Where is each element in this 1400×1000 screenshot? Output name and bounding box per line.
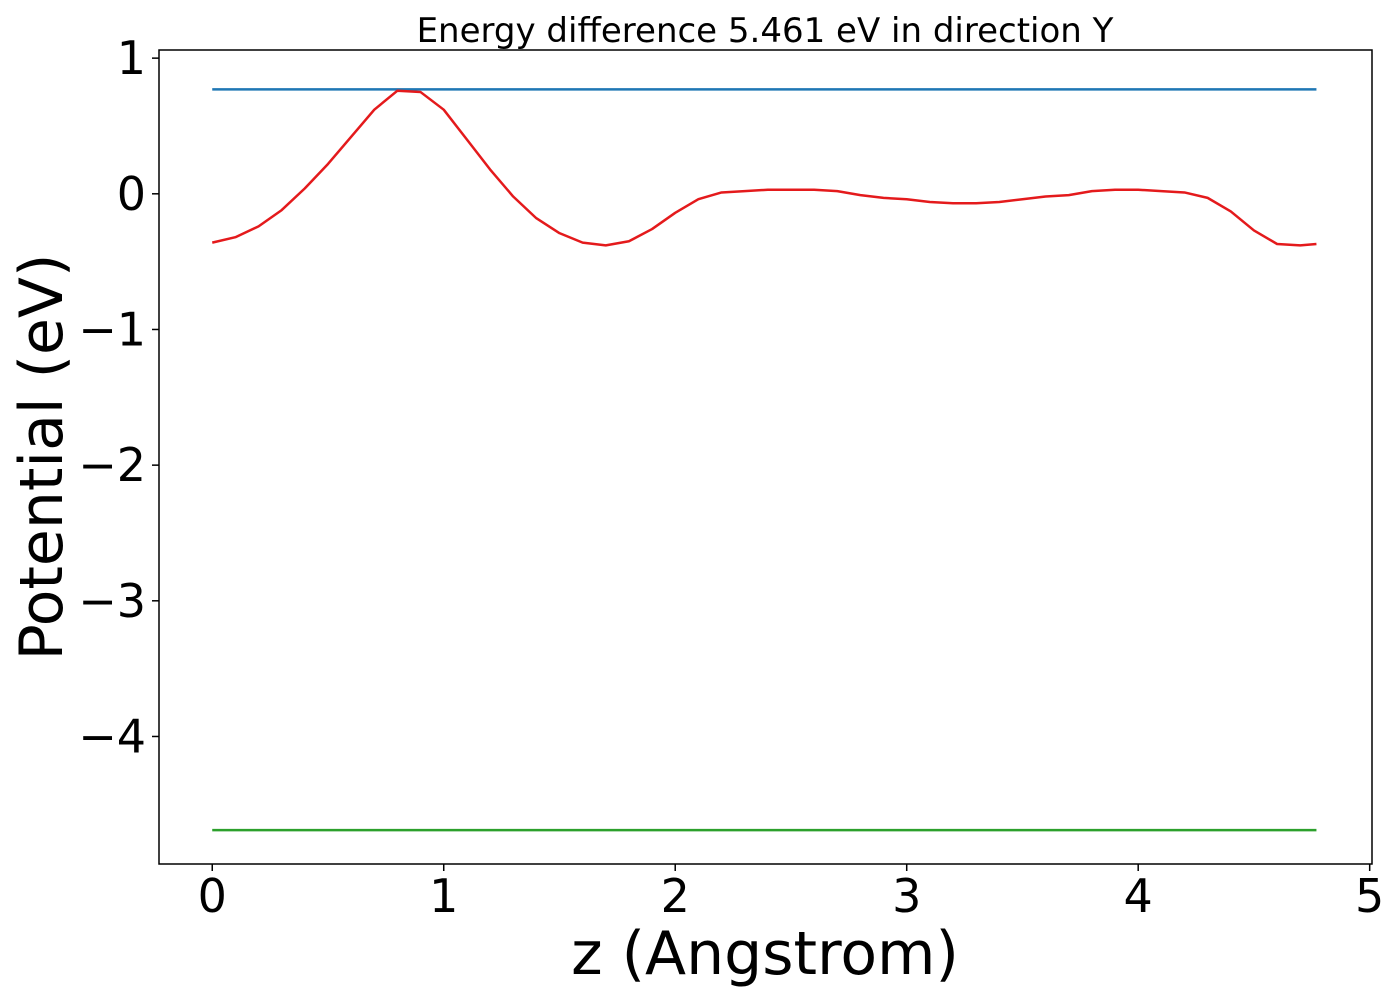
y-tick-label: −2 [78, 438, 146, 492]
x-axis-label: z (Angstrom) [571, 919, 959, 989]
x-tick-label: 2 [661, 869, 690, 923]
x-tick-label: 4 [1124, 869, 1153, 923]
y-axis-label: Potential (eV) [7, 254, 77, 661]
x-tick-label: 1 [429, 869, 458, 923]
chart-title: Energy difference 5.461 eV in direction … [417, 11, 1114, 51]
x-axis: 0 1 2 3 4 5 [198, 864, 1384, 923]
plot-marks [211, 88, 1317, 832]
x-tick-label: 3 [892, 869, 921, 923]
y-tick-label: −4 [78, 709, 146, 763]
y-axis: 1 0 −1 −2 −3 −4 [78, 31, 159, 763]
y-tick-label: −1 [78, 302, 146, 356]
plot-frame [158, 49, 1373, 865]
y-tick-label: 1 [117, 31, 146, 85]
x-tick-label: 0 [198, 869, 227, 923]
y-tick-label: −3 [78, 574, 146, 628]
x-tick-label: 5 [1355, 869, 1384, 923]
series-line-3 [211, 89, 1317, 247]
y-tick-label: 0 [117, 167, 146, 221]
